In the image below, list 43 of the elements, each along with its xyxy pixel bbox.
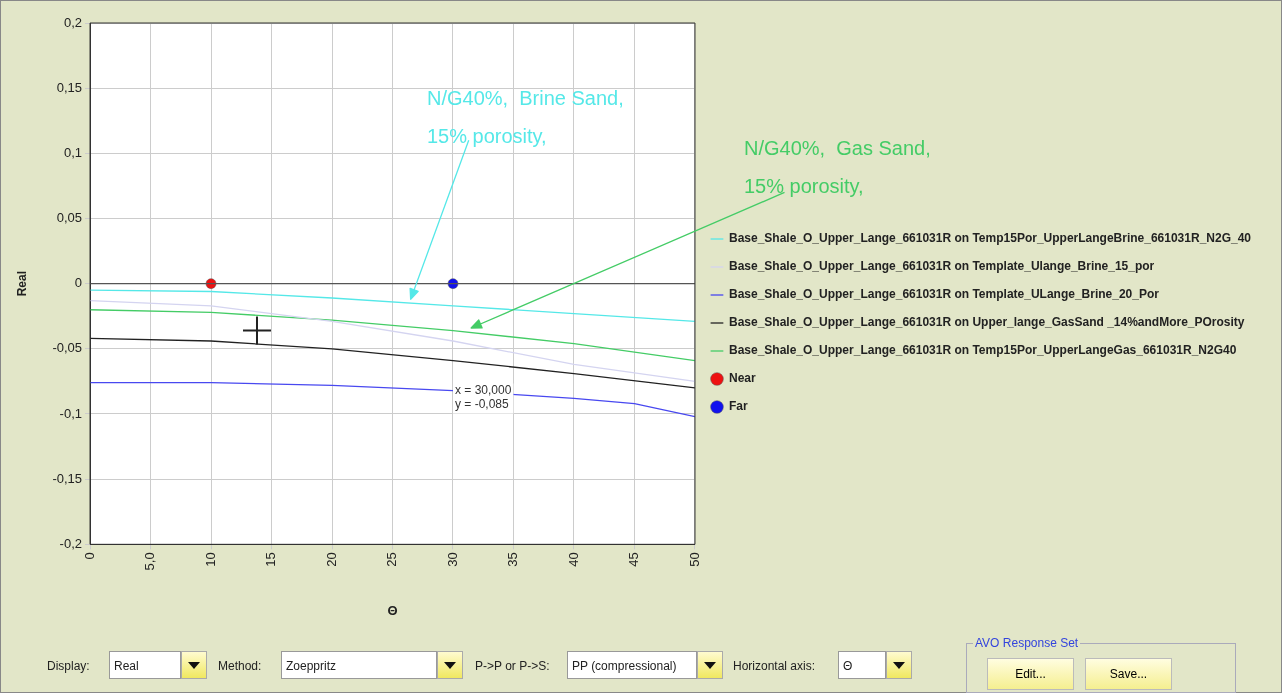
text: P->P or P->S: — [475, 659, 550, 673]
y-tick-label: -0,15 — [52, 470, 83, 486]
text: Display: — [47, 659, 90, 673]
text: Zoeppritz — [281, 651, 437, 679]
x-tick-label: 50 — [686, 552, 702, 567]
annotation: x = 30,000 y = -0,085 — [455, 382, 512, 411]
x-axis-title: Θ — [387, 602, 398, 618]
text: Save... — [1085, 658, 1172, 690]
x-tick-label: 30 — [444, 552, 460, 567]
text: Horizontal axis: — [733, 659, 816, 673]
text: Method: — [218, 659, 262, 673]
y-tick-label: -0,05 — [52, 340, 83, 356]
legend-label: Base_Shale_O_Upper_Lange_661031R on Template_Ulange_Brine_15_por — [728, 259, 1155, 274]
y-tick-label: 0 — [74, 275, 83, 291]
y-tick-label: 0,2 — [63, 14, 83, 30]
text: AVO Response Set — [973, 636, 1081, 650]
legend-label: Far — [728, 399, 748, 414]
legend-label: Base_Shale_O_Upper_Lange_661031R on Temp15Por_UpperLangeGas_661031R_N2G40 — [728, 343, 1237, 358]
y-tick-label: -0,2 — [59, 535, 83, 551]
x-tick-label: 35 — [505, 552, 521, 567]
annotation: N/G40%, Gas Sand, 15% porosity, — [743, 136, 931, 197]
x-tick-label: 0 — [81, 552, 97, 560]
y-tick-label: 0,15 — [56, 79, 83, 95]
y-tick-label: 0,05 — [56, 210, 83, 226]
text: Real — [109, 651, 181, 679]
x-tick-label: 40 — [565, 552, 581, 567]
text: Θ — [838, 651, 886, 679]
x-tick-label: 25 — [384, 552, 400, 567]
legend-label: Base_Shale_O_Upper_Lange_661031R on Upper_lange_GasSand _14%andMore_POrosity — [728, 315, 1245, 330]
x-tick-label: 45 — [626, 552, 642, 567]
legend-label: Base_Shale_O_Upper_Lange_661031R on Temp15Por_UpperLangeBrine_661031R_N2G_40 — [728, 231, 1252, 246]
legend-label: Near — [728, 371, 756, 386]
x-tick-label: 10 — [202, 552, 218, 567]
y-axis-title: Real — [14, 270, 29, 297]
y-tick-label: 0,1 — [63, 144, 83, 160]
y-tick-label: -0,1 — [59, 405, 83, 421]
annotation: N/G40%, Brine Sand, 15% porosity, — [426, 86, 624, 147]
x-tick-label: 15 — [263, 552, 279, 567]
legend-label: Base_Shale_O_Upper_Lange_661031R on Template_ULange_Brine_20_Por — [728, 287, 1160, 302]
x-tick-label: 5,0 — [142, 552, 158, 571]
x-tick-label: 20 — [323, 552, 339, 567]
text: PP (compressional) — [567, 651, 697, 679]
text: Edit... — [987, 658, 1074, 690]
